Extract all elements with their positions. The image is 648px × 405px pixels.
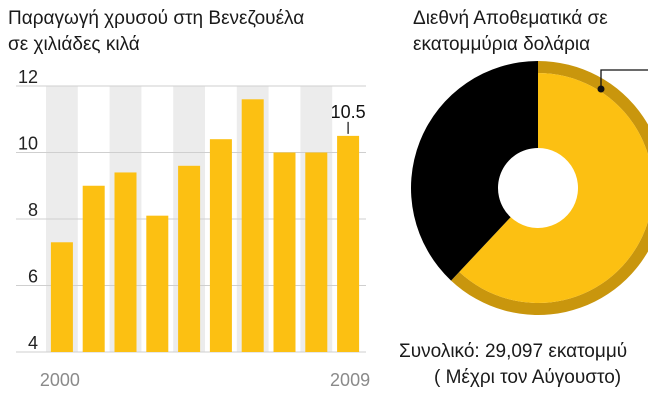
bar-2001 bbox=[82, 185, 105, 352]
x-tick-label: 2000 bbox=[40, 370, 80, 390]
slice-black bbox=[410, 61, 538, 281]
bar-chart-title: Παραγωγή χρυσού στη Βενεζουέλα bbox=[8, 8, 305, 29]
pie-note: ( Μέχρι τον Αύγουστο) bbox=[434, 367, 622, 388]
y-tick-label: 10 bbox=[18, 134, 38, 154]
bar-2007 bbox=[273, 152, 296, 352]
bar-2008 bbox=[305, 152, 328, 352]
y-tick-label: 8 bbox=[28, 200, 38, 220]
pie-chart-subtitle: εκατομμύρια δολάρια bbox=[413, 34, 591, 55]
bar-2004 bbox=[178, 165, 201, 352]
y-tick-label: 4 bbox=[28, 333, 38, 353]
pie-total-label: Συνολικό: 29,097 εκατομμύ bbox=[399, 341, 628, 362]
y-tick-label: 6 bbox=[28, 267, 38, 287]
bar-2006 bbox=[241, 99, 264, 352]
slice-gold bbox=[459, 73, 648, 303]
callout-leader bbox=[600, 69, 648, 89]
bar-2009 bbox=[337, 135, 360, 352]
donut-chart bbox=[410, 61, 648, 315]
data-label: 10.5 bbox=[331, 102, 366, 122]
pie-chart-title: Διεθνή Αποθεματικά σε bbox=[413, 8, 608, 29]
bar-2005 bbox=[209, 139, 232, 352]
bar-chart-subtitle: σε χιλιάδες κιλά bbox=[8, 34, 140, 55]
slice-rim bbox=[451, 61, 648, 315]
bar-chart: 4 6 8 10 12 2000 2009 10.5 bbox=[16, 67, 370, 390]
bar-2003 bbox=[146, 215, 169, 352]
x-tick-label: 2009 bbox=[330, 370, 370, 390]
bar-2002 bbox=[114, 172, 137, 352]
y-tick-label: 12 bbox=[18, 67, 38, 87]
bar-2000 bbox=[50, 242, 73, 352]
